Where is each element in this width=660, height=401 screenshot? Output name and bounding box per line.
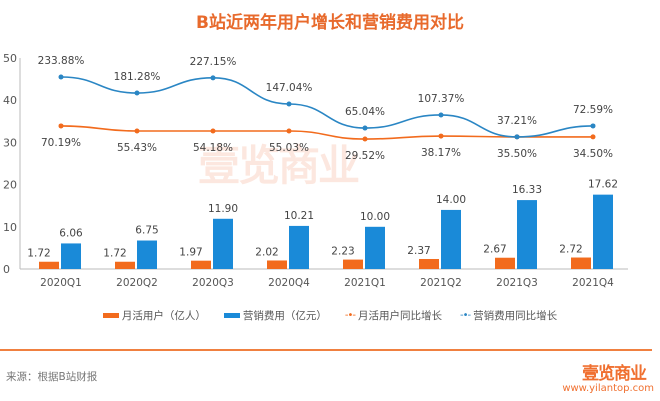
point-mau-growth (590, 134, 596, 140)
bar-data-label: 14.00 (436, 194, 466, 206)
bar-data-label: 6.75 (135, 225, 158, 237)
y-tick-label: 20 (3, 179, 17, 192)
legend-item-marketing-growth: -•- 营销费用同比增长 (460, 308, 557, 323)
y-tick-label: 0 (3, 263, 10, 276)
bar-marketing (517, 200, 537, 269)
bar-mau (115, 261, 135, 269)
bar-mau (419, 258, 439, 269)
bar-marketing (441, 209, 461, 269)
point-mau-growth (362, 136, 368, 142)
y-tick-label: 30 (3, 136, 17, 149)
brand-logo: 壹览商业 (582, 364, 647, 384)
bar-marketing (137, 240, 157, 269)
line-data-label: 29.52% (345, 150, 385, 162)
bar-data-label: 6.06 (59, 227, 83, 239)
legend-label: 月活用户（亿人） (121, 310, 206, 322)
line-data-label: 233.88% (38, 55, 85, 67)
bar-data-label: 16.33 (512, 184, 542, 196)
x-tick-label: 2021Q3 (496, 277, 538, 289)
bar-data-label: 11.90 (208, 203, 238, 215)
legend-swatch (223, 313, 240, 318)
bar-marketing (593, 194, 613, 269)
point-marketing-growth (514, 134, 520, 140)
x-tick-label: 2020Q2 (116, 277, 158, 289)
legend-line-marker: -•- (460, 310, 471, 321)
legend: 月活用户（亿人） 营销费用（亿元） -•- 月活用户同比增长 -•- 营销费用同比增… (0, 308, 660, 323)
point-mau-growth (438, 133, 444, 139)
bar-data-label: 1.72 (103, 248, 126, 260)
bar-data-label: 17.62 (588, 179, 618, 191)
bar-mau (571, 257, 591, 269)
legend-item-mau-growth: -•- 月活用户同比增长 (345, 308, 442, 323)
point-mau-growth (286, 128, 292, 134)
point-mau-growth (58, 123, 64, 129)
line-data-label: 55.03% (269, 142, 309, 154)
legend-line-marker: -•- (344, 310, 356, 321)
line-data-label: 65.04% (345, 106, 385, 118)
line-marketing-growth (60, 76, 594, 138)
source-note: 来源：根据B站财报 (6, 371, 98, 383)
point-marketing-growth (438, 112, 444, 118)
point-marketing-growth (590, 123, 596, 129)
x-tick-label: 2021Q2 (420, 277, 462, 289)
bar-data-label: 2.72 (559, 244, 582, 256)
line-data-label: 147.04% (266, 82, 313, 94)
y-tick-label: 50 (3, 52, 17, 65)
point-mau-growth (134, 128, 140, 134)
chart-plot: 0 10 20 30 40 50 2020Q1 2020Q2 2020Q3 2020Q4 2021Q… (3, 52, 628, 289)
bar-data-label: 2.23 (331, 246, 354, 258)
legend-swatch (102, 313, 119, 318)
legend-label: 营销费用同比增长 (473, 310, 558, 322)
legend-label: 营销费用（亿元） (242, 310, 327, 322)
bar-data-label: 2.02 (255, 246, 278, 258)
x-tick-label: 2021Q1 (344, 277, 386, 289)
bar-marketing (213, 218, 233, 269)
bar-mau (191, 260, 211, 269)
line-data-label: 38.17% (421, 147, 461, 159)
bar-data-label: 1.97 (179, 247, 202, 259)
footer-divider (0, 349, 652, 351)
line-data-label: 107.37% (418, 93, 465, 105)
chart-title: B站近两年用户增长和营销费用对比 (196, 13, 464, 33)
line-data-label: 70.19% (41, 137, 81, 149)
bar-marketing (365, 226, 385, 269)
point-marketing-growth (134, 90, 140, 96)
line-data-label: 227.15% (190, 56, 237, 68)
line-data-label: 72.59% (573, 104, 613, 116)
x-tick-label: 2020Q1 (40, 277, 82, 289)
bar-mau (267, 260, 287, 269)
legend-item-marketing: 营销费用（亿元） (223, 308, 327, 323)
legend-label: 月活用户同比增长 (358, 310, 442, 322)
y-tick-label: 40 (3, 94, 17, 107)
line-data-label: 55.43% (117, 142, 157, 154)
bar-marketing (61, 243, 81, 269)
x-tick-label: 2020Q4 (268, 277, 310, 289)
point-marketing-growth (362, 125, 368, 131)
line-data-label: 35.50% (497, 148, 537, 160)
x-tick-label: 2021Q4 (572, 277, 614, 289)
bar-mau (343, 259, 363, 269)
point-marketing-growth (286, 101, 292, 107)
line-data-label: 181.28% (114, 71, 161, 83)
x-tick-label: 2020Q3 (192, 277, 234, 289)
bar-marketing (289, 225, 309, 269)
point-marketing-growth (210, 75, 216, 81)
bar-data-label: 1.72 (27, 248, 50, 260)
bar-mau (39, 261, 59, 269)
bar-data-label: 2.67 (483, 244, 506, 256)
line-data-label: 34.50% (573, 148, 613, 160)
bar-data-label: 2.37 (407, 245, 430, 257)
bar-mau (495, 257, 515, 269)
brand-url: www.yilantop.com (562, 383, 654, 394)
y-tick-label: 10 (3, 221, 17, 234)
bar-data-label: 10.00 (360, 211, 390, 223)
legend-item-mau: 月活用户（亿人） (102, 308, 206, 323)
point-mau-growth (210, 128, 216, 134)
watermark: 壹览商业 (198, 141, 360, 190)
point-marketing-growth (58, 74, 64, 80)
bar-data-label: 10.21 (284, 210, 314, 222)
line-data-label: 37.21% (497, 115, 537, 127)
line-data-label: 54.18% (193, 142, 233, 154)
